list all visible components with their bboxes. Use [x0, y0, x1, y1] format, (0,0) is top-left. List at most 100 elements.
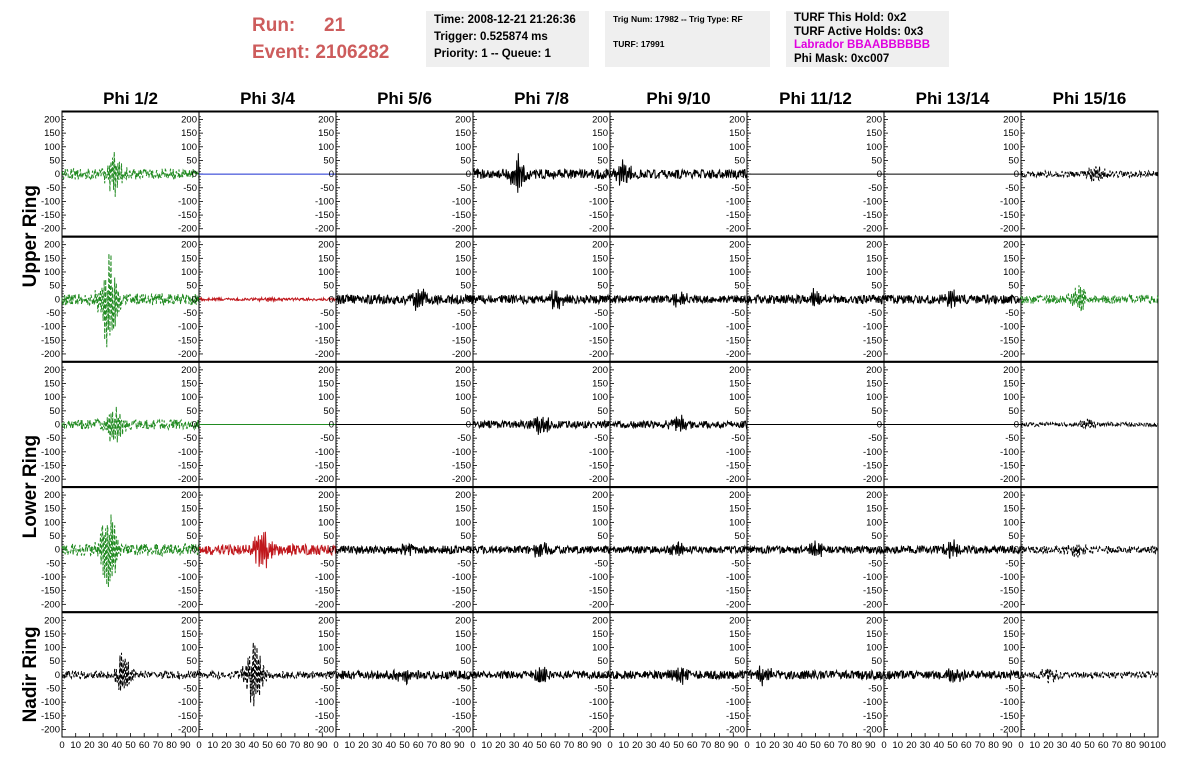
y-tick-label: -150	[589, 335, 608, 346]
x-tick-label: 40	[660, 740, 671, 751]
row-group-label: Lower Ring	[20, 435, 41, 538]
waveform-trace	[746, 540, 885, 558]
x-tick-label: 0	[470, 740, 475, 751]
y-tick-label: 0	[192, 294, 197, 305]
y-tick-label: -50	[457, 183, 471, 194]
y-tick-label: -150	[41, 586, 60, 597]
x-tick-label: 50	[536, 740, 547, 751]
y-tick-label: 200	[318, 365, 334, 376]
x-tick-label: 10	[618, 740, 629, 751]
y-tick-label: 150	[729, 629, 745, 640]
y-tick-label: 150	[1003, 379, 1019, 390]
y-tick-label: 150	[1003, 504, 1019, 515]
y-tick-label: 50	[734, 281, 745, 292]
y-tick-label: 150	[44, 629, 60, 640]
y-tick-label: 100	[181, 517, 197, 528]
y-tick-label: 100	[729, 392, 745, 403]
x-tick-label: 90	[454, 740, 465, 751]
y-tick-label: 200	[592, 365, 608, 376]
y-tick-label: -100	[863, 572, 882, 583]
y-tick-label: -50	[183, 433, 197, 444]
y-tick-label: -100	[41, 572, 60, 583]
y-tick-label: 150	[1003, 128, 1019, 139]
trigger-info-box: Trig Num: 17982 -- Trig Type: RF TURF: 1…	[605, 11, 770, 67]
x-tick-label: 20	[632, 740, 643, 751]
waveform-trace	[198, 295, 337, 303]
y-tick-label: 50	[460, 531, 471, 542]
y-tick-label: -50	[868, 684, 882, 695]
waveform-trace	[472, 416, 611, 435]
y-tick-label: 50	[186, 281, 197, 292]
y-tick-label: 50	[734, 406, 745, 417]
y-tick-label: -100	[863, 196, 882, 207]
turf-info-box: TURF This Hold: 0x2 TURF Active Holds: 0…	[786, 11, 949, 67]
y-tick-label: 50	[460, 656, 471, 667]
y-tick-label: -150	[1000, 711, 1019, 722]
y-tick-label: 50	[597, 281, 608, 292]
y-tick-label: -200	[315, 474, 334, 485]
run-event-header: Run: 21 Event: 2106282	[252, 12, 389, 66]
y-tick-label: 100	[866, 517, 882, 528]
x-tick-label: 40	[1071, 740, 1082, 751]
y-tick-label: 100	[455, 267, 471, 278]
x-tick-label: 80	[440, 740, 451, 751]
y-tick-label: -200	[726, 599, 745, 610]
y-tick-label: 0	[55, 420, 60, 431]
labrador-text: Labrador BBAABBBBBB	[794, 39, 931, 51]
y-tick-label: -150	[863, 460, 882, 471]
y-tick-label: 200	[44, 615, 60, 626]
y-tick-label: -50	[46, 308, 60, 319]
y-tick-label: -200	[41, 349, 60, 360]
y-tick-label: 50	[734, 531, 745, 542]
x-tick-label: 70	[290, 740, 301, 751]
y-tick-label: 150	[729, 379, 745, 390]
y-tick-label: 150	[866, 629, 882, 640]
x-tick-label: 10	[755, 740, 766, 751]
priority-text: Priority: 1 -- Queue: 1	[434, 48, 551, 60]
y-tick-label: 150	[592, 253, 608, 264]
y-tick-label: 200	[181, 490, 197, 501]
y-tick-label: -150	[178, 460, 197, 471]
y-tick-label: -200	[41, 599, 60, 610]
turf-active-text: TURF Active Holds: 0x3	[794, 25, 924, 38]
y-tick-label: -100	[726, 572, 745, 583]
y-tick-label: 50	[597, 656, 608, 667]
x-tick-label: 30	[920, 740, 931, 751]
waveform-trace	[883, 668, 1022, 683]
y-tick-label: 200	[44, 240, 60, 251]
y-tick-label: 150	[318, 253, 334, 264]
y-tick-label: -50	[320, 433, 334, 444]
x-tick-label: 60	[139, 740, 150, 751]
y-tick-label: 100	[44, 517, 60, 528]
y-tick-label: -150	[41, 210, 60, 221]
x-tick-label: 90	[865, 740, 876, 751]
y-tick-label: 100	[181, 267, 197, 278]
y-tick-label: -100	[452, 322, 471, 333]
y-tick-label: 100	[1003, 142, 1019, 153]
y-tick-label: 200	[455, 615, 471, 626]
y-tick-label: -100	[589, 447, 608, 458]
y-tick-label: -150	[452, 586, 471, 597]
trigger-text: Trigger: 0.525874 ms	[434, 31, 548, 43]
waveform-trace	[472, 542, 610, 558]
y-tick-label: -200	[315, 599, 334, 610]
y-tick-label: 50	[1008, 406, 1019, 417]
y-tick-label: 150	[181, 379, 197, 390]
y-tick-label: 0	[740, 545, 745, 556]
y-tick-label: 200	[1003, 114, 1019, 125]
y-tick-label: 100	[592, 392, 608, 403]
y-tick-label: 100	[592, 643, 608, 654]
y-tick-label: 0	[329, 545, 334, 556]
y-tick-label: -100	[178, 697, 197, 708]
y-tick-label: -150	[863, 586, 882, 597]
y-tick-label: -100	[41, 447, 60, 458]
y-tick-label: -150	[726, 711, 745, 722]
y-tick-label: 150	[729, 504, 745, 515]
y-tick-label: 200	[181, 240, 197, 251]
y-tick-label: -150	[589, 210, 608, 221]
y-tick-label: 150	[1003, 253, 1019, 264]
y-tick-label: -100	[1000, 572, 1019, 583]
y-tick-label: -100	[178, 572, 197, 583]
x-tick-label: 80	[166, 740, 177, 751]
x-tick-label: 30	[372, 740, 383, 751]
